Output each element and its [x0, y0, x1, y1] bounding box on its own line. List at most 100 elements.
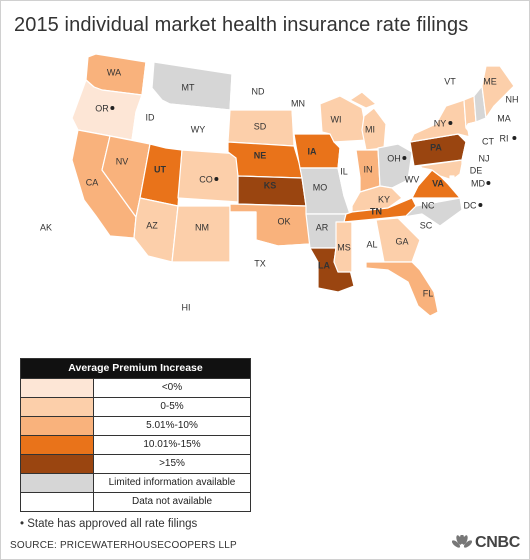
state-label-wa: WA	[107, 67, 121, 77]
legend-label: Limited information available	[108, 477, 236, 488]
state-label-nh: NH	[506, 94, 519, 104]
state-label-ks: KS	[264, 180, 277, 190]
state-label-mt: MT	[182, 82, 195, 92]
legend-label: Data not available	[131, 496, 213, 507]
approved-note: • State has approved all rate filings	[20, 518, 198, 530]
state-label-va: VA	[432, 178, 444, 188]
legend-label: 5.01%-10%	[146, 420, 198, 431]
state-label-la: LA	[318, 260, 330, 270]
legend-swatch	[21, 474, 94, 492]
state-label-ri: RI	[500, 133, 509, 143]
state-label-az: AZ	[146, 220, 158, 230]
legend-row: <0%	[21, 378, 250, 397]
legend-row: 0-5%	[21, 397, 250, 416]
state-label-ct: CT	[482, 136, 494, 146]
legend-swatch	[21, 436, 94, 454]
state-label-pa: PA	[430, 142, 442, 152]
state-label-hi: HI	[182, 302, 191, 312]
state-label-ok: OK	[277, 216, 290, 226]
state-label-mo: MO	[313, 182, 328, 192]
state-label-nj: NJ	[479, 153, 490, 163]
approved-dot-oh	[402, 156, 407, 160]
state-label-ma: MA	[497, 113, 511, 123]
state-label-oh: OH	[387, 153, 401, 163]
state-me	[481, 65, 515, 119]
approved-dot-ny	[448, 121, 453, 125]
state-label-me: ME	[483, 76, 497, 86]
legend-row: 5.01%-10%	[21, 416, 250, 435]
state-label-dc: DC	[464, 200, 477, 210]
approved-dot-ri	[512, 136, 517, 140]
legend-swatch	[21, 455, 94, 473]
state-label-il: IL	[340, 166, 348, 176]
state-ak	[17, 211, 127, 291]
state-label-de: DE	[470, 165, 483, 175]
state-ri	[481, 129, 489, 141]
map-title: 2015 individual market health insurance …	[14, 14, 469, 36]
state-label-ca: CA	[86, 177, 99, 187]
state-label-tn: TN	[370, 206, 382, 216]
state-label-nd: ND	[252, 86, 265, 96]
state-label-nc: NC	[422, 200, 435, 210]
state-label-in: IN	[364, 164, 373, 174]
state-label-co: CO	[199, 174, 213, 184]
state-fl	[365, 261, 439, 317]
state-label-ak: AK	[40, 222, 52, 232]
state-tn	[343, 197, 417, 223]
state-label-id: ID	[146, 112, 156, 122]
state-labels: WA OR CA ID NV UT AZ MT WY CO NM ND SD NE KS OK TX MN IA MO…	[40, 67, 519, 312]
legend-label: >15%	[159, 458, 185, 469]
state-label-md: MD	[471, 178, 485, 188]
state-label-ny: NY	[434, 118, 447, 128]
legend-row: Data not available	[21, 492, 250, 511]
state-label-mi: MI	[365, 124, 375, 134]
state-label-nv: NV	[116, 156, 129, 166]
state-label-wv: WV	[405, 174, 420, 184]
state-ct	[467, 129, 483, 143]
approved-dot-or	[110, 106, 115, 110]
legend-swatch	[21, 417, 94, 435]
cnbc-logo: CNBC	[451, 534, 520, 552]
peacock-icon	[451, 535, 472, 548]
legend-label: 10.01%-15%	[143, 439, 201, 450]
state-wi	[319, 95, 369, 143]
state-label-mn: MN	[291, 98, 305, 108]
state-label-al: AL	[366, 239, 377, 249]
state-label-ga: GA	[395, 236, 408, 246]
source-text: SOURCE: PRICEWATERHOUSECOOPERS LLP	[10, 540, 237, 551]
legend-label: <0%	[161, 382, 183, 393]
state-label-or: OR	[95, 103, 109, 113]
state-il	[333, 141, 361, 207]
state-label-sd: SD	[254, 121, 267, 131]
approved-dot-co	[214, 177, 219, 181]
state-label-sc: SC	[420, 220, 433, 230]
state-label-ar: AR	[316, 222, 329, 232]
legend-swatch	[21, 493, 94, 511]
state-dc	[449, 175, 455, 181]
state-label-nm: NM	[195, 222, 209, 232]
state-label-ky: KY	[378, 194, 390, 204]
state-label-wy: WY	[191, 124, 206, 134]
state-label-vt: VT	[444, 76, 456, 86]
state-label-ut: UT	[154, 164, 166, 174]
legend-row: Limited information available	[21, 473, 250, 492]
state-hi	[169, 299, 223, 329]
brand-name: CNBC	[474, 534, 520, 551]
legend-title: Average Premium Increase	[21, 359, 250, 378]
legend-row: >15%	[21, 454, 250, 473]
state-label-tx: TX	[254, 258, 266, 268]
approved-dot-md	[486, 181, 491, 185]
state-label-ne: NE	[254, 150, 267, 160]
legend-row: 10.01%-15%	[21, 435, 250, 454]
legend-swatch	[21, 398, 94, 416]
legend-label: 0-5%	[160, 401, 184, 412]
approved-dot-dc	[478, 203, 483, 207]
state-label-ms: MS	[337, 242, 351, 252]
state-label-ia: IA	[308, 146, 318, 156]
legend-swatch	[21, 379, 94, 397]
state-label-wi: WI	[331, 114, 342, 124]
state-label-fl: FL	[423, 288, 434, 298]
state-tx	[209, 211, 319, 321]
legend: Average Premium Increase <0% 0-5% 5.01%-10…	[20, 358, 251, 512]
us-map: WA OR CA ID NV UT AZ MT WY CO NM ND SD NE KS OK TX MN IA MO…	[17, 53, 519, 329]
